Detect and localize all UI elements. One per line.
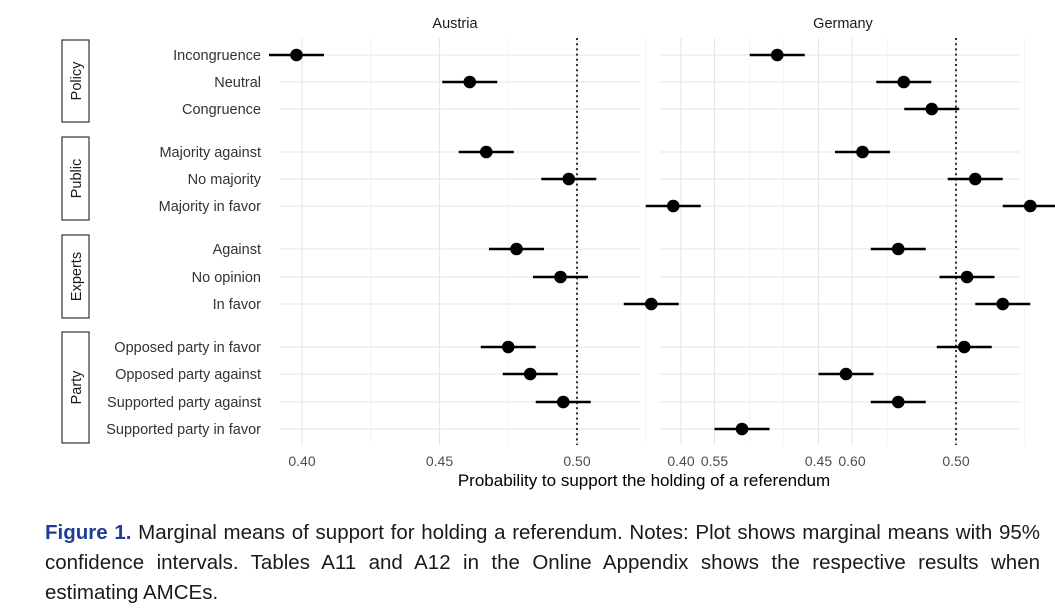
- category-label: Incongruence: [173, 48, 261, 64]
- category-label: Against: [213, 242, 261, 258]
- estimate-point: [554, 270, 567, 284]
- x-axis-title: Probability to support the holding of a …: [458, 471, 830, 490]
- group-label-experts: Experts: [69, 252, 85, 301]
- x-tick-label: 0.45: [426, 453, 453, 469]
- estimate-point: [839, 367, 853, 381]
- category-label: No opinion: [192, 270, 261, 286]
- estimate-point: [510, 242, 523, 256]
- category-label: Supported party against: [107, 395, 261, 411]
- group-strip: [61, 331, 90, 444]
- estimate-point: [290, 48, 303, 62]
- estimate-point: [644, 297, 658, 311]
- group-strip: [61, 136, 90, 221]
- category-label: Opposed party in favor: [114, 340, 261, 356]
- estimate-point: [960, 270, 974, 284]
- chart-labels: Austria 0.40 0.45 0.50 0.55 0.60 Germany 0.40 0.…: [69, 16, 970, 490]
- estimate-point: [463, 75, 477, 89]
- estimate-point: [523, 367, 537, 381]
- estimate-point: [556, 395, 570, 409]
- category-label: No majority: [188, 172, 262, 188]
- group-label-party: Party: [69, 370, 85, 405]
- x-tick-label: 0.40: [667, 453, 694, 469]
- facet-label-germany: Germany: [813, 16, 873, 32]
- group-label-policy: Policy: [69, 61, 85, 100]
- estimate-point: [891, 395, 905, 409]
- figure-label: Figure 1.: [45, 521, 132, 544]
- x-tick-label: 0.40: [288, 453, 315, 469]
- estimate-point: [996, 297, 1010, 311]
- estimate-point: [666, 199, 680, 213]
- x-tick-label: 0.50: [942, 453, 969, 469]
- estimate-point: [1023, 199, 1037, 213]
- group-strip: [61, 39, 90, 123]
- group-strip: [61, 234, 90, 319]
- estimate-point: [770, 48, 784, 62]
- category-label: Opposed party against: [115, 367, 261, 383]
- estimate-point: [968, 172, 982, 186]
- category-label: Supported party in favor: [106, 422, 261, 438]
- category-label: Majority against: [159, 145, 261, 161]
- category-label: In favor: [213, 297, 262, 313]
- estimate-point: [562, 172, 576, 186]
- category-label: Neutral: [214, 75, 261, 91]
- category-label: Congruence: [182, 102, 261, 118]
- x-tick-label: 0.55: [701, 453, 728, 469]
- estimate-point: [925, 102, 939, 116]
- reference-lines: [576, 38, 957, 445]
- estimate-point: [735, 422, 749, 436]
- group-label-public: Public: [69, 159, 85, 199]
- estimate-points: [290, 48, 1037, 436]
- caption-text: Marginal means of support for holding a …: [45, 521, 1040, 604]
- gridlines: [280, 38, 1026, 445]
- estimate-point: [479, 145, 493, 159]
- figure-caption: Figure 1. Marginal means of support for …: [45, 518, 1040, 608]
- x-tick-label: 0.45: [805, 453, 832, 469]
- marginal-means-chart: Austria 0.40 0.45 0.50 0.55 0.60 Germany 0.40 0.…: [61, 16, 1055, 490]
- chart-panels: [61, 39, 90, 444]
- estimate-point: [891, 242, 905, 256]
- x-tick-label: 0.60: [838, 453, 865, 469]
- category-label: Majority in favor: [159, 199, 262, 215]
- estimate-point: [897, 75, 911, 89]
- estimate-point: [501, 340, 515, 354]
- estimate-point: [957, 340, 971, 354]
- facet-label-austria: Austria: [432, 16, 478, 32]
- estimate-point: [856, 145, 869, 159]
- x-tick-label: 0.50: [563, 453, 590, 469]
